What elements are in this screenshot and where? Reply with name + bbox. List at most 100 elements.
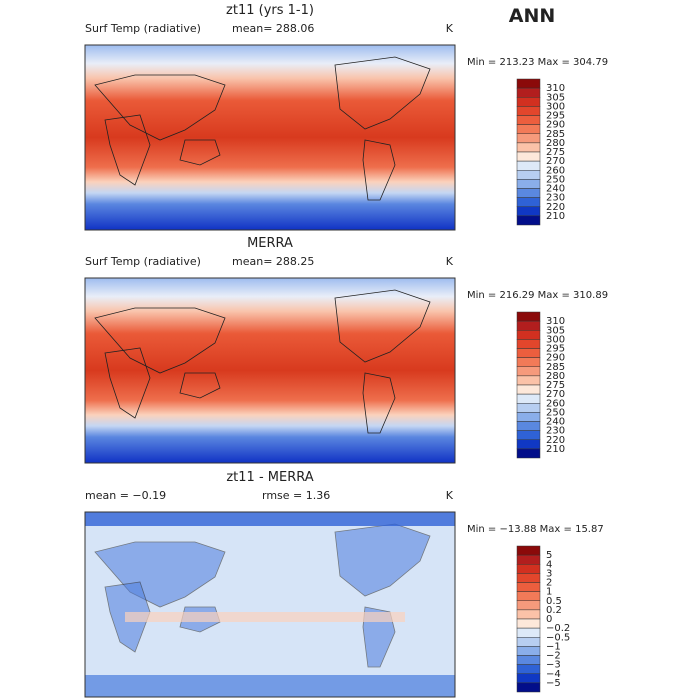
- colorbar-label: 290: [546, 353, 565, 364]
- colorbar-label: 230: [546, 193, 565, 204]
- colorbar-label: 305: [546, 92, 565, 103]
- map: [84, 511, 456, 698]
- colorbar-label: 295: [546, 111, 565, 122]
- tropical-band: [125, 612, 405, 622]
- colorbar-label: −1: [546, 641, 561, 652]
- colorbar-box: [516, 348, 541, 358]
- colorbar-box: [516, 142, 541, 153]
- polar-band: [85, 675, 455, 697]
- continent: [104, 114, 151, 186]
- colorbar-box: [516, 564, 541, 574]
- continent: [362, 139, 396, 201]
- colorbar-box: [516, 87, 541, 98]
- figure-title: ANN: [509, 5, 556, 27]
- colorbar-label: 280: [546, 371, 565, 382]
- colorbar-label: 300: [546, 334, 565, 345]
- colorbar-label: 0.5: [546, 596, 562, 607]
- colorbar-box: [516, 320, 541, 331]
- colorbar-label: 0: [546, 614, 552, 625]
- colorbar-label: 240: [546, 417, 565, 428]
- continent: [94, 74, 226, 141]
- colorbar-box: [516, 412, 541, 422]
- colorbar-box: [516, 133, 541, 144]
- colorbar-box: [516, 366, 541, 377]
- colorbar-box: [516, 421, 541, 431]
- panel-title: zt11 - MERRA: [226, 470, 313, 485]
- colorbar-box: [516, 637, 541, 647]
- continent: [362, 372, 396, 434]
- colorbar-box: [516, 170, 541, 180]
- colorbar-label: 310: [546, 83, 565, 94]
- colorbar-label: −3: [546, 660, 561, 671]
- continent: [104, 347, 151, 419]
- left-label: mean = −0.19: [85, 489, 166, 502]
- map: [84, 277, 456, 464]
- center-label: mean= 288.25: [232, 255, 314, 268]
- colorbar-label: 2: [546, 578, 552, 589]
- colorbar-label: 260: [546, 398, 565, 409]
- colorbar-box: [516, 197, 541, 207]
- colorbar-label: 290: [546, 120, 565, 131]
- colorbar-label: 260: [546, 165, 565, 176]
- colorbar-label: 1: [546, 587, 552, 598]
- colorbar-box: [516, 339, 541, 349]
- colorbar-label: 210: [546, 211, 565, 222]
- colorbar-box: [516, 646, 541, 656]
- colorbar-box: [516, 215, 541, 226]
- colorbar-label: 220: [546, 202, 565, 213]
- unit-label: K: [446, 489, 454, 502]
- colorbar-box: [516, 151, 541, 162]
- colorbar-box: [516, 206, 541, 217]
- map: [84, 44, 456, 231]
- colorbar-label: 285: [546, 362, 565, 373]
- colorbar-label: 5: [546, 550, 552, 561]
- continent: [179, 372, 221, 399]
- colorbar-label: 3: [546, 568, 552, 579]
- colorbar-label: 305: [546, 325, 565, 336]
- colorbar-label: 280: [546, 138, 565, 149]
- colorbar-box: [516, 97, 541, 107]
- colorbar-box: [516, 545, 541, 556]
- panel-title: zt11 (yrs 1-1): [226, 3, 314, 18]
- colorbar-label: 270: [546, 156, 565, 167]
- colorbar-label: 0.2: [546, 605, 562, 616]
- center-label: rmse = 1.36: [262, 489, 330, 502]
- map-background: [85, 278, 455, 463]
- colorbar-label: 220: [546, 435, 565, 446]
- colorbar-box: [516, 448, 541, 459]
- unit-label: K: [446, 255, 454, 268]
- colorbar-box: [516, 403, 541, 413]
- stats-label: Min = 216.29 Max = 310.89: [467, 290, 608, 301]
- colorbar-box: [516, 384, 541, 395]
- colorbar-label: 4: [546, 559, 552, 570]
- map-frame: [84, 511, 456, 698]
- colorbar-box: [516, 179, 541, 189]
- colorbar-box: [516, 673, 541, 684]
- continent: [334, 56, 431, 130]
- colorbar-box: [516, 393, 541, 404]
- colorbar-label: 230: [546, 426, 565, 437]
- colorbar-box: [516, 682, 541, 693]
- colorbar-box: [516, 188, 541, 198]
- colorbar-label: −5: [546, 678, 561, 689]
- unit-label: K: [446, 22, 454, 35]
- colorbar-label: 300: [546, 101, 565, 112]
- colorbar-label: −2: [546, 651, 561, 662]
- colorbar-label: 250: [546, 407, 565, 418]
- continent: [94, 307, 226, 374]
- polar-band: [85, 512, 455, 526]
- colorbar-label: 240: [546, 184, 565, 195]
- continent: [179, 139, 221, 166]
- colorbar-box: [516, 655, 541, 665]
- colorbar-label: −0.5: [546, 632, 570, 643]
- colorbar-box: [516, 627, 541, 638]
- colorbar-box: [516, 582, 541, 592]
- colorbar-box: [516, 115, 541, 125]
- colorbar-label: −4: [546, 669, 561, 680]
- colorbar-box: [516, 430, 541, 440]
- colorbar-box: [516, 375, 541, 386]
- colorbar-label: 270: [546, 389, 565, 400]
- colorbar-box: [516, 591, 541, 601]
- colorbar-box: [516, 600, 541, 611]
